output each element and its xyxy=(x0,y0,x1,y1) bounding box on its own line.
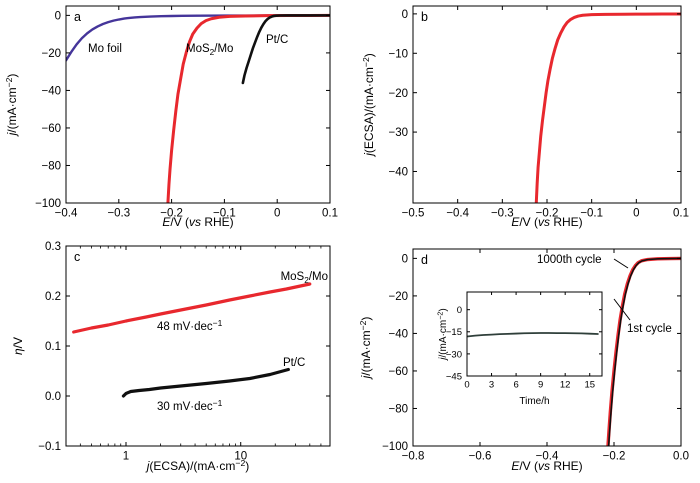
panel-a: −0.4 −0.3 −0.2 −0.1 0 0.1 0 −20 −40 −60 −80 −100 a E/… xyxy=(4,5,338,229)
annotation-ptc: Pt/C xyxy=(283,357,305,369)
x-tick-label: 0 xyxy=(464,380,469,391)
x-tick-label: 0.1 xyxy=(673,208,689,220)
y-axis-label: η/V xyxy=(11,337,25,355)
x-tick-label: 6 xyxy=(513,380,518,391)
series-line-1000th-cycle xyxy=(607,257,681,446)
y-tick-label: −100 xyxy=(35,198,61,210)
y-axis-label: j(ECSA)/(mA·cm−2) xyxy=(361,53,376,158)
y-tick-label: −30 xyxy=(446,349,462,360)
y-tick-label: −60 xyxy=(41,123,61,135)
annotation-tafel-ptc: 30 mV·dec−1 xyxy=(157,398,223,413)
x-tick-label: 3 xyxy=(489,380,494,391)
x-tick-label: −0.8 xyxy=(402,451,425,463)
annotation-ptc: Pt/C xyxy=(266,34,288,46)
series-line-mo-foil xyxy=(66,14,330,62)
panel-label: a xyxy=(74,10,81,24)
y-tick-label: 0.0 xyxy=(45,391,61,403)
annotation-1st-cycle: 1st cycle xyxy=(627,323,672,335)
panel-label: d xyxy=(421,253,428,267)
annotation-mos2: MoS2/Mo xyxy=(281,271,328,285)
series-line-1st-cycle xyxy=(606,256,681,446)
x-axis-label: E/V (vs RHE) xyxy=(162,215,233,229)
x-tick-label: −0.5 xyxy=(402,208,425,220)
annotation-1000th-cycle: 1000th cycle xyxy=(537,254,602,266)
axes-frame xyxy=(65,5,331,204)
y-tick-label: −40 xyxy=(41,86,61,98)
series-line-mos2-mo xyxy=(166,13,330,203)
panel-b: −0.5 −0.4 −0.3 −0.2 −0.1 0 0.1 0 −10 −20 −30 −40 b E/… xyxy=(361,5,689,229)
x-tick-label: 0.0 xyxy=(673,451,689,463)
x-tick-label: −0.4 xyxy=(536,451,559,463)
inset-y-axis-label: j/(mA·cm−2) xyxy=(436,308,450,362)
x-tick-label: −0.3 xyxy=(491,208,514,220)
x-axis-label: E/V (vs RHE) xyxy=(511,215,582,229)
x-tick-label: 9 xyxy=(538,380,543,391)
panel-label: c xyxy=(74,250,80,264)
series-line-pt-c xyxy=(241,14,330,85)
x-tick-label: 15 xyxy=(584,380,595,391)
x-tick-label: −0.1 xyxy=(580,208,603,220)
annotation-arrow-1st xyxy=(613,298,631,321)
y-tick-label: −20 xyxy=(41,48,61,60)
x-tick-label: −0.2 xyxy=(160,208,183,220)
x-tick-label: −0.2 xyxy=(536,208,559,220)
x-tick-label: 0 xyxy=(633,208,639,220)
y-tick-label: 0.1 xyxy=(45,341,61,353)
y-tick-label: −20 xyxy=(388,88,408,100)
series-line-mos2-mo xyxy=(72,282,312,334)
y-tick-label: 0.2 xyxy=(45,291,61,303)
y-tick-label: −15 xyxy=(446,327,462,338)
panel-d: −0.8 −0.6 −0.4 −0.2 0.0 0 −20 −40 −60 −80 −100 d E/V… xyxy=(358,248,689,473)
y-tick-label: −10 xyxy=(388,48,408,60)
series-line-pt-c xyxy=(121,367,290,398)
y-tick-label: −60 xyxy=(388,366,408,378)
y-tick-label: 0 xyxy=(55,11,61,23)
x-tick-label: −0.1 xyxy=(213,208,236,220)
panel-d-inset: 0 3 6 9 12 15 0 −15 −30 −45 Time/h j/(mA·cm−2) xyxy=(436,291,603,407)
x-tick-label: −0.4 xyxy=(446,208,469,220)
annotation-mo-foil: Mo foil xyxy=(88,43,122,55)
x-tick-label: 12 xyxy=(560,380,571,391)
annotation-mos2: MoS2/Mo xyxy=(186,43,233,57)
y-tick-label: −20 xyxy=(388,291,408,303)
y-tick-label: −30 xyxy=(388,127,408,139)
y-tick-label: 0 xyxy=(402,9,408,21)
y-tick-label: −40 xyxy=(388,329,408,341)
x-tick-label: 1 xyxy=(123,451,129,463)
y-tick-label: 0.3 xyxy=(45,241,61,253)
x-tick-label: −0.4 xyxy=(55,208,78,220)
panel-label: b xyxy=(421,10,428,24)
annotation-arrow-1000th xyxy=(613,258,629,269)
y-axis-label: j/(mA·cm−2) xyxy=(4,74,19,138)
x-tick-label: −0.2 xyxy=(603,451,626,463)
x-axis-label: E/V (vs RHE) xyxy=(511,459,582,473)
y-tick-label: 0 xyxy=(457,305,462,316)
x-tick-label: 10 xyxy=(234,451,247,463)
panel-c: 1 10 −0.1 0.0 0.1 0.2 0.3 c j(ECSA)/(mA·cm−2) η/V… xyxy=(11,241,331,473)
y-tick-label: −0.1 xyxy=(38,441,61,453)
x-tick-label: 0.1 xyxy=(322,208,338,220)
y-axis-label: j/(mA·cm−2) xyxy=(358,317,373,381)
y-tick-label: −100 xyxy=(382,441,408,453)
y-tick-label: 0 xyxy=(402,254,408,266)
series-line-stability xyxy=(467,332,599,338)
inset-x-axis-label: Time/h xyxy=(519,396,549,407)
x-axis-label: j(ECSA)/(mA·cm−2) xyxy=(145,458,250,473)
x-tick-label: −0.3 xyxy=(107,208,130,220)
x-tick-label: −0.6 xyxy=(469,451,492,463)
y-tick-label: −80 xyxy=(41,161,61,173)
y-tick-label: −40 xyxy=(388,167,408,179)
series-line-mos2-mo xyxy=(534,12,681,203)
axes-frame xyxy=(412,5,682,204)
x-tick-label: 0 xyxy=(274,208,280,220)
y-tick-label: −80 xyxy=(388,404,408,416)
y-tick-label: −45 xyxy=(446,371,462,382)
axes-frame xyxy=(466,291,603,377)
annotation-tafel-mos2: 48 mV·dec−1 xyxy=(157,318,223,333)
